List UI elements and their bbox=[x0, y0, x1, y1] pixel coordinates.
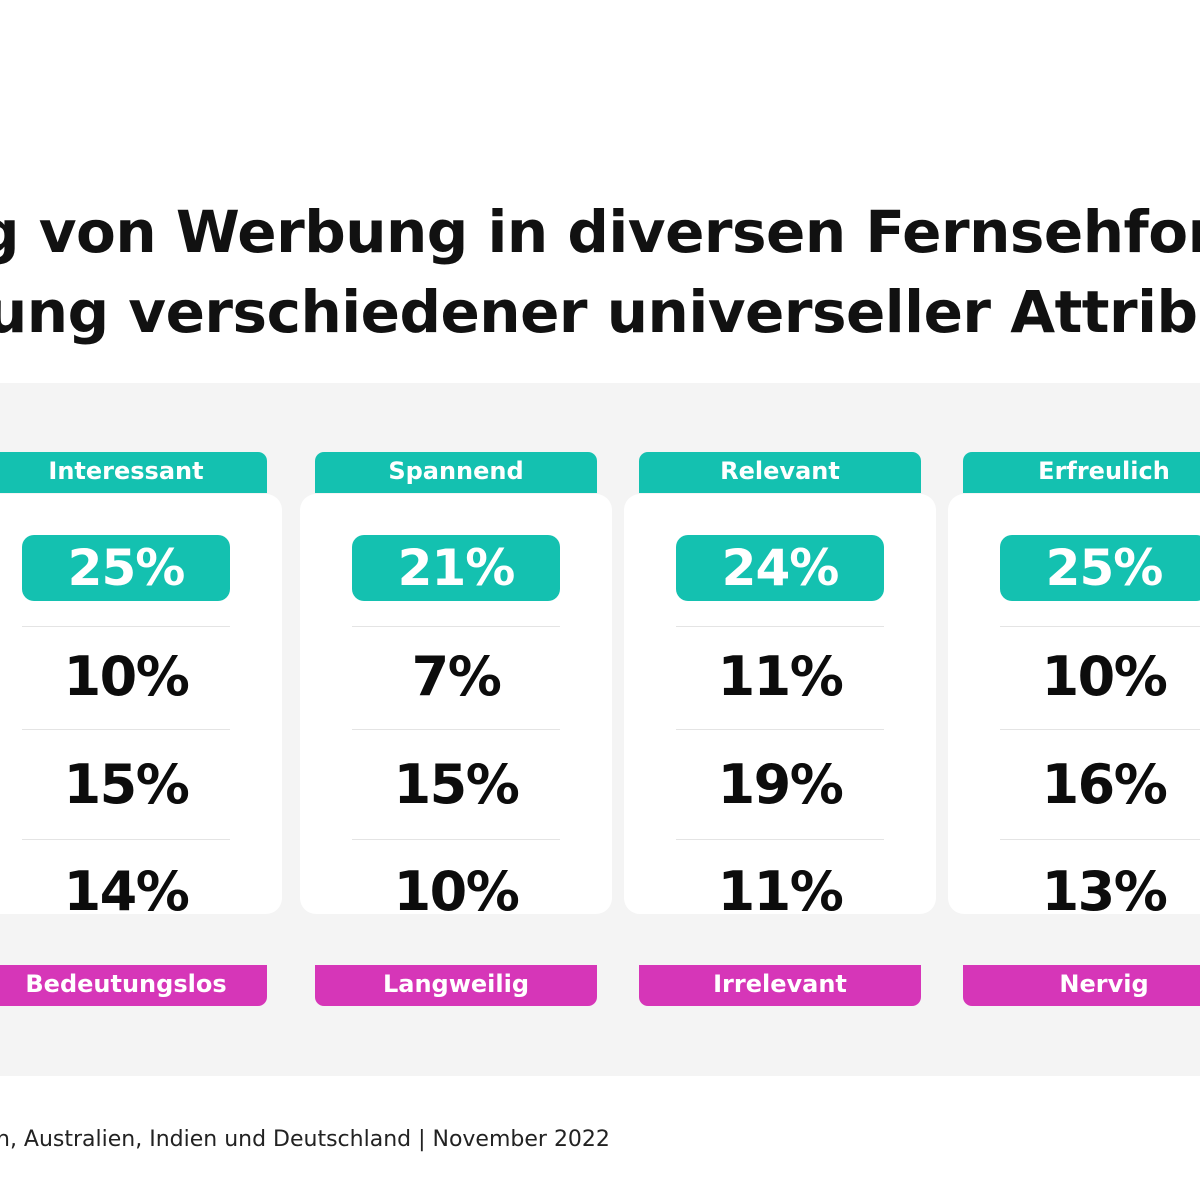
highlight-value: 21% bbox=[352, 535, 560, 601]
row-divider bbox=[22, 626, 230, 627]
chart-title-line-2: ung verschiedener universeller Attribut bbox=[0, 278, 1200, 346]
positive-attribute-label: Relevant bbox=[639, 452, 921, 493]
attribute-value: 7% bbox=[411, 645, 502, 708]
attribute-value: 19% bbox=[717, 753, 844, 816]
row-divider bbox=[1000, 626, 1200, 627]
positive-attribute-label: Erfreulich bbox=[963, 452, 1200, 493]
chart-title-line-1: g von Werbung in diversen Fernsehform bbox=[0, 198, 1200, 266]
row-divider bbox=[1000, 839, 1200, 840]
attribute-value: 16% bbox=[1041, 753, 1168, 816]
row-divider bbox=[676, 626, 884, 627]
attribute-value: 13% bbox=[1041, 860, 1168, 923]
row-divider bbox=[352, 626, 560, 627]
attribute-value: 14% bbox=[63, 860, 190, 923]
row-divider bbox=[1000, 729, 1200, 730]
chart-title: g von Werbung in diversen Fernsehform un… bbox=[0, 192, 1200, 352]
highlight-value: 24% bbox=[676, 535, 884, 601]
attribute-column-interessant: Interessant 25% 10% 15% 14% Bedeutungslo… bbox=[0, 383, 282, 1076]
attribute-column-relevant: Relevant 24% 11% 19% 11% Irrelevant bbox=[624, 383, 936, 1076]
attribute-value: 11% bbox=[717, 860, 844, 923]
negative-attribute-label: Nervig bbox=[963, 965, 1200, 1006]
attribute-value: 11% bbox=[717, 645, 844, 708]
attribute-value: 10% bbox=[63, 645, 190, 708]
source-footnote: n, Australien, Indien und Deutschland | … bbox=[0, 1124, 1200, 1156]
attribute-column-spannend: Spannend 21% 7% 15% 10% Langweilig bbox=[300, 383, 612, 1076]
attribute-value: 15% bbox=[393, 753, 520, 816]
positive-attribute-label: Interessant bbox=[0, 452, 267, 493]
source-footnote-text: n, Australien, Indien und Deutschland | … bbox=[0, 1127, 610, 1152]
attribute-panel: Interessant 25% 10% 15% 14% Bedeutungslo… bbox=[0, 383, 1200, 1076]
highlight-value: 25% bbox=[22, 535, 230, 601]
row-divider bbox=[676, 729, 884, 730]
row-divider bbox=[22, 839, 230, 840]
positive-attribute-label: Spannend bbox=[315, 452, 597, 493]
attribute-value: 15% bbox=[63, 753, 190, 816]
row-divider bbox=[22, 729, 230, 730]
highlight-value: 25% bbox=[1000, 535, 1200, 601]
negative-attribute-label: Bedeutungslos bbox=[0, 965, 267, 1006]
attribute-value: 10% bbox=[1041, 645, 1168, 708]
row-divider bbox=[352, 839, 560, 840]
negative-attribute-label: Langweilig bbox=[315, 965, 597, 1006]
row-divider bbox=[352, 729, 560, 730]
row-divider bbox=[676, 839, 884, 840]
negative-attribute-label: Irrelevant bbox=[639, 965, 921, 1006]
attribute-column-erfreulich: Erfreulich 25% 10% 16% 13% Nervig bbox=[948, 383, 1200, 1076]
attribute-value: 10% bbox=[393, 860, 520, 923]
